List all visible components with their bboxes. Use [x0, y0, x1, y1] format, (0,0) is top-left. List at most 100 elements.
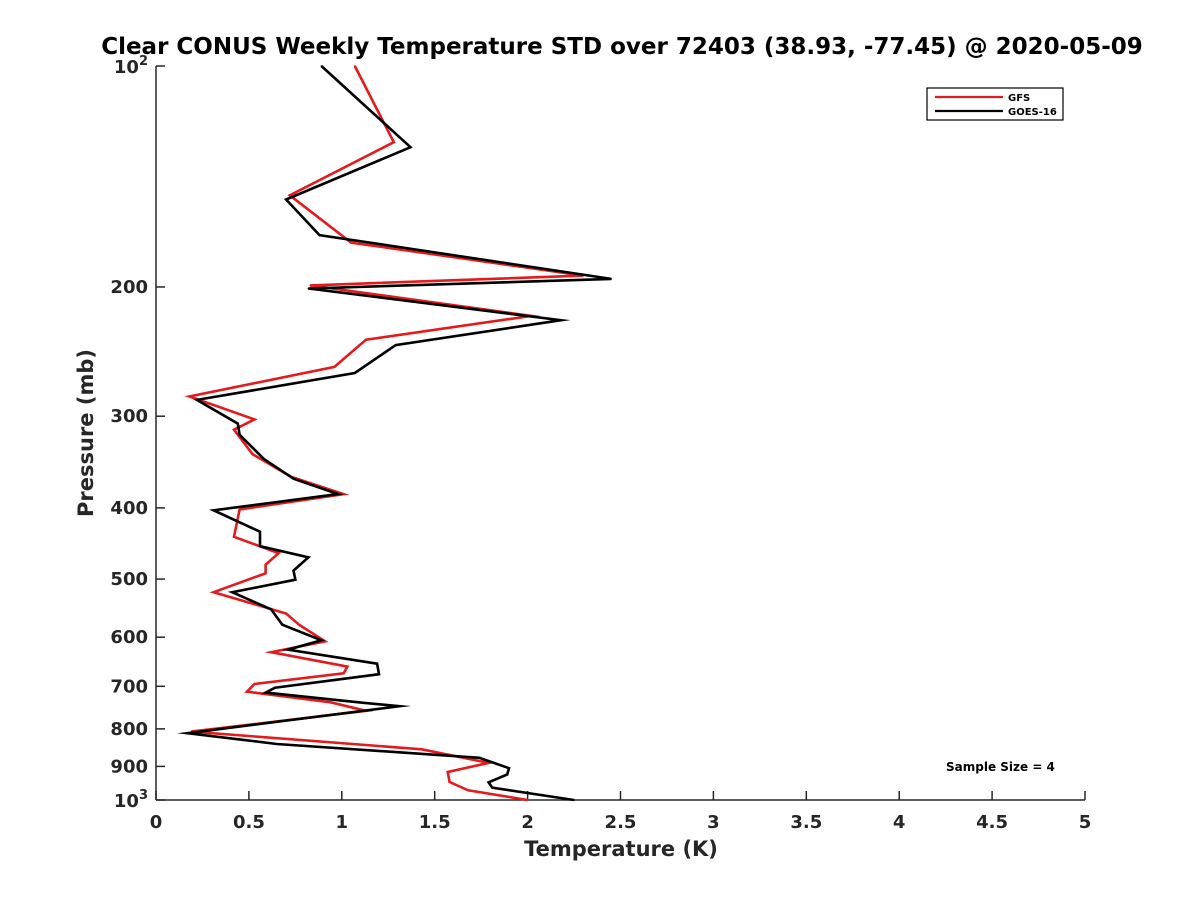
y-tick-label-base: 10 — [114, 791, 139, 812]
data-point-gfs — [324, 640, 326, 643]
data-point-gfs — [333, 366, 336, 368]
x-tick-label: 4 — [893, 812, 906, 833]
data-point-gfs — [346, 665, 349, 668]
data-point-goes16 — [196, 399, 198, 401]
x-tick-label: 0 — [150, 812, 163, 833]
y-tick-label: 200 — [110, 277, 148, 298]
data-point-gfs — [365, 338, 367, 341]
y-tick-label: 600 — [110, 627, 148, 648]
sample-size-annotation: Sample Size = 4 — [946, 760, 1055, 774]
data-point-goes16 — [259, 530, 261, 533]
data-point-gfs — [329, 701, 332, 704]
data-point-goes16 — [262, 458, 265, 460]
data-point-goes16 — [231, 591, 233, 593]
data-point-goes16 — [294, 578, 297, 581]
x-axis-label: Temperature (K) — [524, 837, 718, 861]
y-tick-label: 103 — [114, 788, 148, 812]
data-point-goes16 — [573, 799, 575, 801]
series-line-goes16 — [177, 65, 612, 802]
legend-box — [926, 87, 1064, 121]
data-point-goes16 — [361, 701, 364, 704]
x-tick-label: 1 — [336, 812, 349, 833]
data-point-gfs — [233, 428, 235, 431]
data-point-goes16 — [307, 287, 310, 290]
data-point-gfs — [298, 623, 300, 626]
data-point-gfs — [285, 612, 287, 615]
data-point-gfs — [233, 536, 235, 538]
data-point-goes16 — [274, 686, 276, 689]
y-tick-label: 400 — [110, 498, 148, 519]
data-point-goes16 — [270, 608, 272, 611]
data-point-goes16 — [354, 372, 356, 374]
y-tick-label-exponent: 3 — [139, 788, 148, 803]
data-point-goes16 — [378, 673, 380, 676]
data-point-goes16 — [409, 146, 412, 148]
data-point-goes16 — [376, 662, 378, 665]
data-point-gfs — [467, 789, 469, 792]
series-layer — [177, 65, 613, 802]
data-point-gfs — [253, 683, 256, 685]
data-point-gfs — [251, 453, 254, 456]
data-point-goes16 — [320, 639, 323, 642]
data-point-gfs — [342, 672, 345, 675]
x-tick-label: 5 — [1079, 812, 1092, 833]
y-tick-label: 900 — [110, 756, 148, 777]
data-point-goes16 — [292, 569, 295, 572]
data-point-gfs — [238, 508, 241, 511]
data-point-goes16 — [307, 556, 310, 559]
legend-label-goes16: GOES-16 — [1008, 107, 1057, 118]
data-point-goes16 — [259, 545, 261, 547]
chart-title: Clear CONUS Weekly Temperature STD over … — [101, 34, 1143, 60]
legend: GFS GOES-16 — [926, 87, 1064, 121]
data-point-goes16 — [236, 422, 239, 425]
data-point-gfs — [188, 395, 191, 398]
data-point-goes16 — [508, 767, 510, 769]
data-point-gfs — [253, 418, 256, 421]
data-point-gfs — [212, 591, 215, 593]
data-point-goes16 — [560, 319, 562, 322]
x-axis-ticks: 0 0.5 1 1.5 2 2.5 3 3.5 4 4.5 5 — [150, 791, 1092, 833]
data-point-goes16 — [478, 756, 481, 759]
data-point-goes16 — [212, 509, 215, 512]
legend-label-gfs: GFS — [1008, 93, 1030, 104]
y-tick-label: 500 — [110, 569, 148, 590]
data-point-goes16 — [506, 773, 508, 776]
data-point-gfs — [446, 771, 449, 773]
x-tick-label: 0.5 — [233, 812, 265, 833]
data-point-gfs — [350, 241, 352, 244]
data-point-goes16 — [394, 344, 397, 346]
data-point-gfs — [246, 690, 248, 693]
data-point-goes16 — [287, 648, 289, 651]
data-point-goes16 — [238, 433, 241, 436]
series-line-gfs — [184, 65, 584, 802]
y-tick-label-base: 10 — [114, 57, 139, 78]
data-point-gfs — [526, 799, 529, 801]
data-point-gfs — [420, 748, 423, 751]
data-point-gfs — [342, 493, 345, 495]
y-tick-label: 102 — [114, 54, 148, 78]
data-point-gfs — [354, 65, 356, 67]
data-point-goes16 — [186, 732, 189, 735]
data-point-gfs — [277, 552, 280, 554]
x-tick-label: 1.5 — [419, 812, 451, 833]
data-point-goes16 — [292, 477, 295, 480]
y-tick-label: 800 — [110, 719, 148, 740]
data-point-goes16 — [491, 786, 494, 789]
data-point-gfs — [393, 141, 395, 143]
data-point-goes16 — [318, 234, 321, 236]
data-point-gfs — [448, 781, 451, 783]
data-point-goes16 — [264, 691, 267, 694]
x-tick-label: 2.5 — [605, 812, 637, 833]
x-tick-label: 3 — [707, 812, 720, 833]
data-point-gfs — [264, 572, 267, 575]
y-tick-label: 700 — [110, 676, 148, 697]
y-tick-label: 300 — [110, 406, 148, 427]
data-point-gfs — [309, 284, 312, 287]
data-point-goes16 — [610, 278, 613, 280]
data-point-goes16 — [285, 198, 287, 201]
y-tick-label-exponent: 2 — [139, 54, 148, 69]
data-point-goes16 — [487, 781, 490, 784]
x-tick-label: 2 — [521, 812, 534, 833]
